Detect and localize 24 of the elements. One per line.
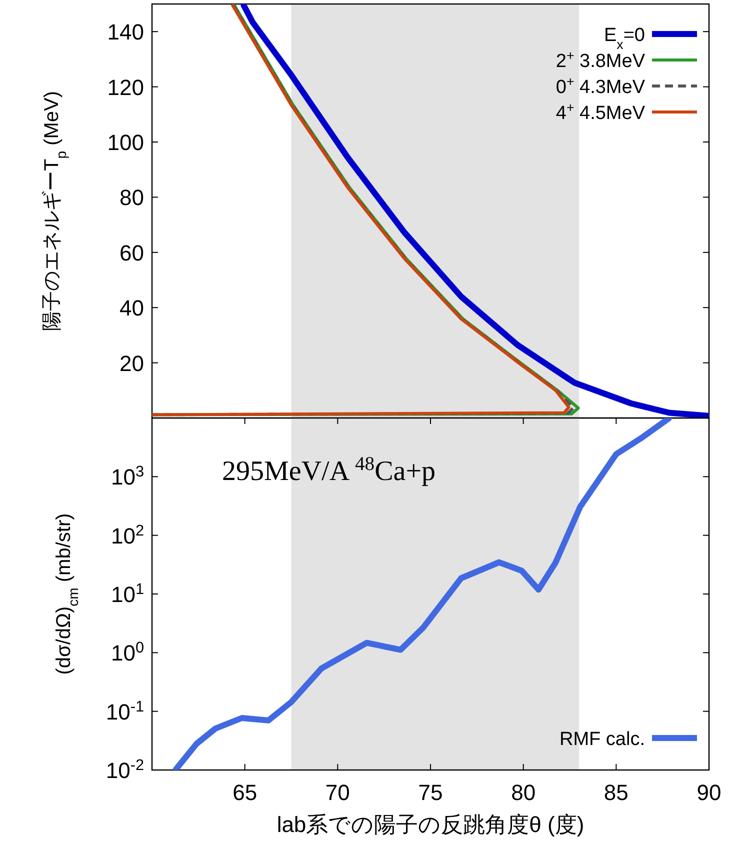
y-tick-label: 40 <box>120 296 144 321</box>
y-tick-label: 100 <box>107 130 144 155</box>
legend-label: 0$^{+}$ 4.3MeV <box>556 74 646 98</box>
x-tick-label: 90 <box>696 780 722 805</box>
legend-label: RMF calc. <box>560 729 645 750</box>
x-tick-label: 65 <box>232 780 258 805</box>
y-tick-label: 120 <box>107 74 144 100</box>
x-axis-title: lab系での陽子の反跳角度θ (度) <box>276 812 584 837</box>
x-tick-label: 80 <box>511 780 536 805</box>
y-tick-label: 60 <box>120 240 144 266</box>
x-tick-label: 75 <box>418 780 443 805</box>
y-tick-label: 20 <box>120 350 144 376</box>
y-tick-label: 10$^{-1}$ <box>106 698 144 724</box>
x-tick-label: 85 <box>604 780 628 805</box>
y-tick-label: 10$^{-2}$ <box>106 756 144 783</box>
legend-label: 4$^{+}$ 4.5MeV <box>556 100 646 124</box>
x-tick-label: 70 <box>325 780 350 805</box>
y-tick-label: 140 <box>107 20 144 45</box>
y-tick-label: 10$^{0}$ <box>110 639 144 666</box>
y-tick-label: 10$^{2}$ <box>110 522 144 548</box>
annotation: 295MeV/A $^{48}$Ca+p <box>222 454 436 487</box>
y-tick-label: 10$^{1}$ <box>110 580 144 607</box>
y-tick-label: 80 <box>120 185 144 210</box>
y-tick-label: 10$^{3}$ <box>110 463 144 490</box>
